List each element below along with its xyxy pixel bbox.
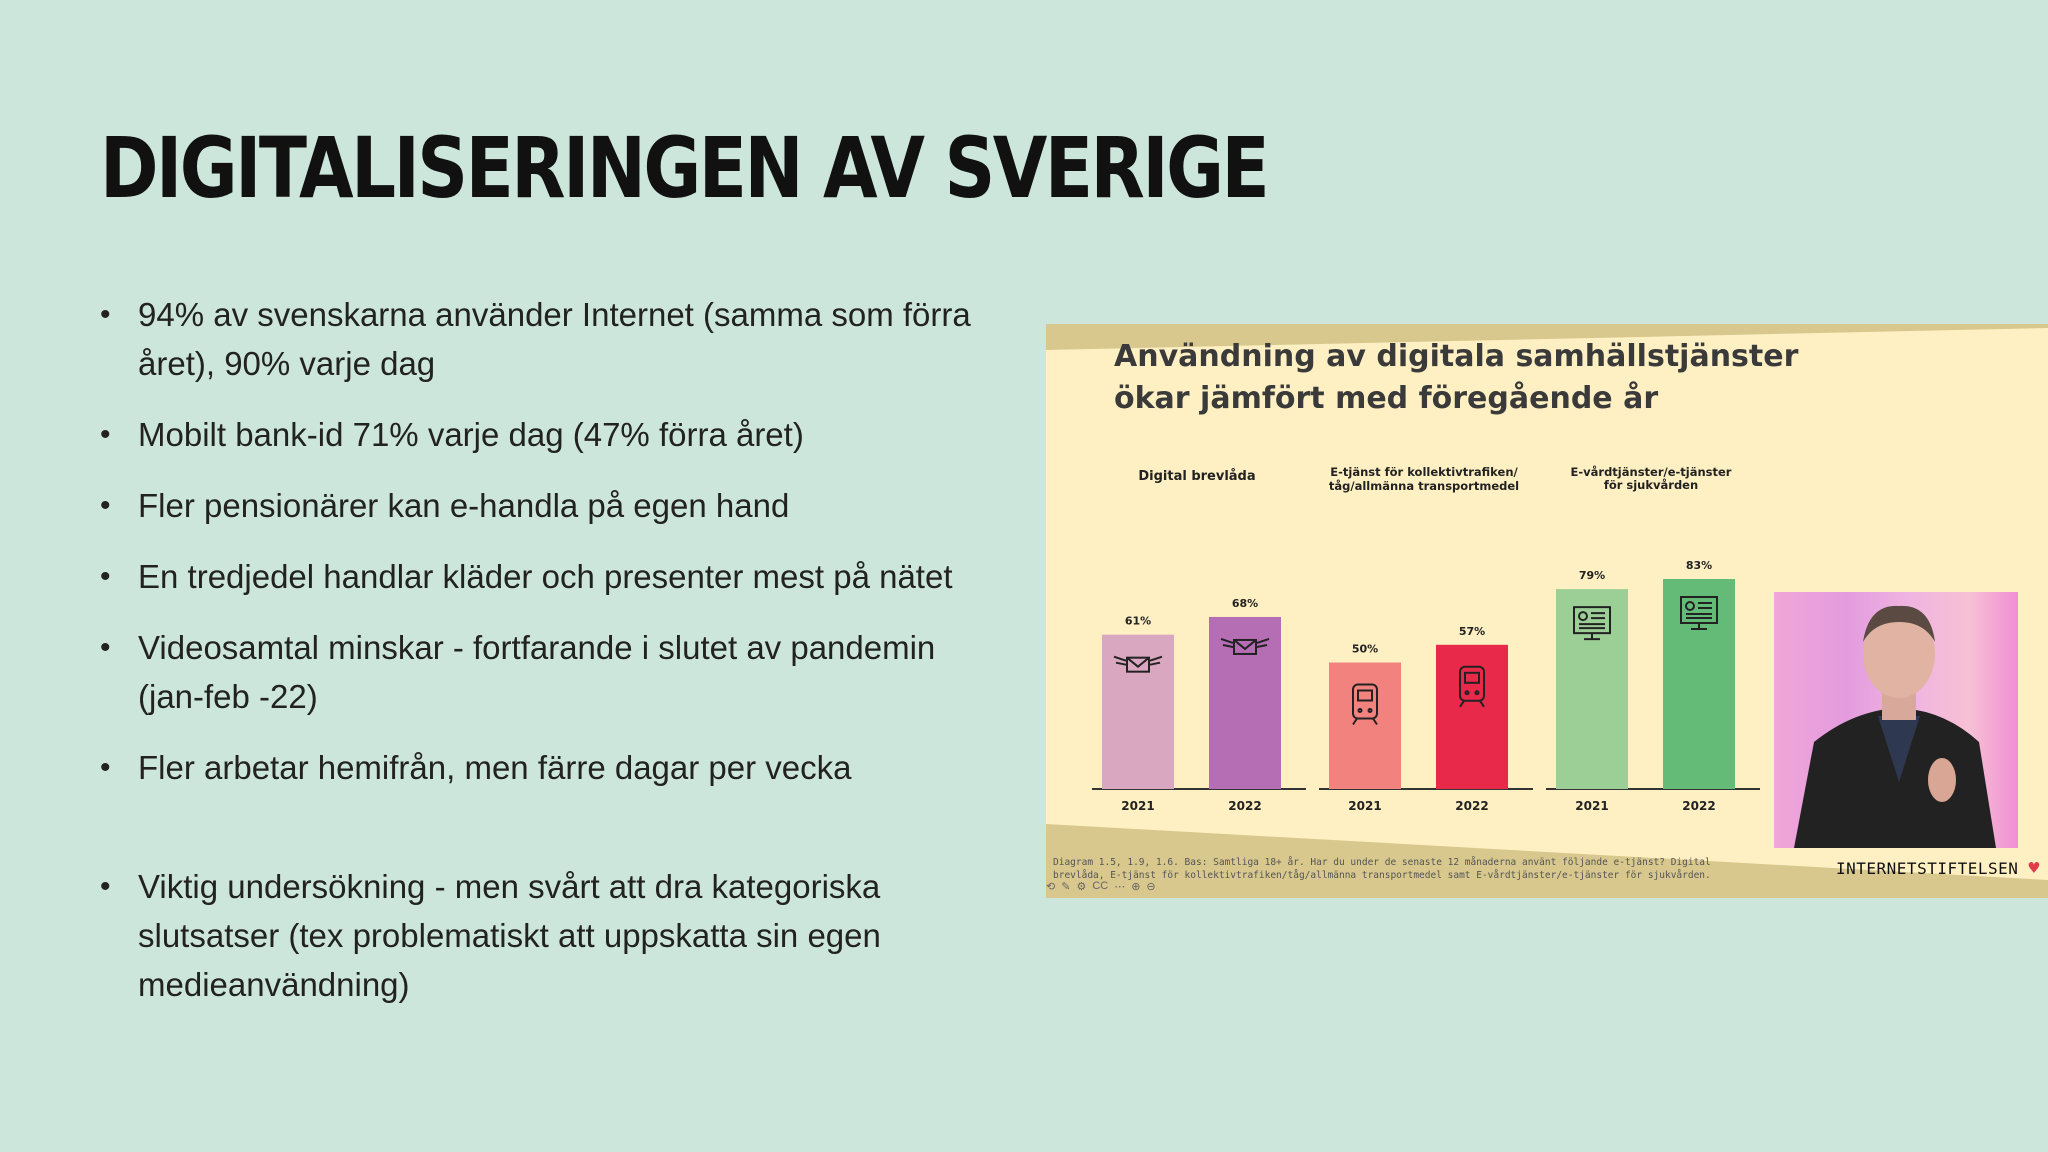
bar xyxy=(1102,634,1174,789)
bar-value-label: 61% xyxy=(1125,615,1151,628)
presenter-video xyxy=(1774,592,2018,848)
group-label: för sjukvården xyxy=(1604,478,1698,492)
zoom-in-icon[interactable]: ⊕ xyxy=(1131,881,1141,893)
brand-name: INTERNETSTIFTELSEN xyxy=(1836,859,2019,878)
train-icon xyxy=(1352,683,1378,726)
bar-value-label: 57% xyxy=(1459,625,1485,638)
year-tick-label: 2021 xyxy=(1575,799,1608,813)
bar-chart: Digital brevlåda 61% 2021 68% 2022 E-tjänst f… xyxy=(1046,465,2048,898)
bar-value-label: 79% xyxy=(1579,569,1605,582)
bar xyxy=(1556,589,1628,789)
train-icon xyxy=(1459,665,1485,708)
group-label: tåg/allmänna transportmedel xyxy=(1329,479,1519,493)
group-label: Digital brevlåda xyxy=(1138,469,1255,484)
bullet-item: Fler arbetar hemifrån, men färre dagar p… xyxy=(100,743,1010,792)
bar xyxy=(1209,616,1281,789)
bullet-item: 94% av svenskarna använder Internet (sam… xyxy=(100,290,1010,388)
year-tick-label: 2022 xyxy=(1455,799,1488,813)
group-label: E-tjänst för kollektivtrafiken/ xyxy=(1330,465,1518,479)
captions-icon[interactable]: CC xyxy=(1092,880,1109,892)
pen-icon[interactable]: ✎ xyxy=(1061,881,1071,893)
bar xyxy=(1436,644,1508,789)
decorative-band-bottom xyxy=(1046,824,2048,898)
group-label: E-vårdtjänster/e-tjänster xyxy=(1571,465,1732,479)
bullet-list: 94% av svenskarna använder Internet (sam… xyxy=(100,290,1010,1031)
year-tick-label: 2021 xyxy=(1348,799,1381,813)
bullet-item: Mobilt bank-id 71% varje dag (47% förra … xyxy=(100,410,1010,459)
bar-value-label: 50% xyxy=(1352,643,1378,656)
year-tick-label: 2022 xyxy=(1682,799,1715,813)
replay-icon[interactable]: ⟲ xyxy=(1046,881,1056,893)
brand-label: INTERNETSTIFTELSEN ♥ xyxy=(1836,858,2040,879)
embedded-video[interactable]: Användning av digitala samhällstjänster … xyxy=(1046,324,2048,898)
bullet-item: En tredjedel handlar kläder och presente… xyxy=(100,552,1010,601)
settings-icon[interactable]: ⚙ xyxy=(1076,881,1087,893)
decorative-band xyxy=(1046,324,2048,350)
bullet-item: Videosamtal minskar - fortfarande i slut… xyxy=(100,623,1010,721)
bar xyxy=(1663,579,1735,789)
medical-monitor-icon xyxy=(1573,606,1611,641)
bar-value-label: 68% xyxy=(1232,597,1258,610)
bullet-item: Viktig undersökning - men svårt att dra … xyxy=(100,862,1010,1009)
chart-footnote: Diagram 1.5, 1.9, 1.6. Bas: Samtliga 18+… xyxy=(1053,857,1711,881)
bar xyxy=(1329,662,1401,789)
heart-icon: ♥ xyxy=(2028,858,2040,879)
zoom-out-icon[interactable]: ⊖ xyxy=(1146,881,1156,893)
bar-value-label: 83% xyxy=(1686,559,1712,572)
video-controls[interactable]: ⟲ ✎ ⚙ CC ⋯ ⊕ ⊖ xyxy=(1046,880,1156,893)
envelope-with-wings-icon xyxy=(1220,638,1270,655)
bullet-item: Fler pensionärer kan e-handla på egen ha… xyxy=(100,481,1010,530)
more-icon[interactable]: ⋯ xyxy=(1114,881,1126,893)
envelope-with-wings-icon xyxy=(1113,655,1163,673)
year-tick-label: 2022 xyxy=(1228,799,1261,813)
year-tick-label: 2021 xyxy=(1121,799,1154,813)
medical-monitor-icon xyxy=(1680,596,1718,631)
slide-title: DIGITALISERINGEN AV SVERIGE xyxy=(100,119,1270,217)
chart-title: Användning av digitala samhällstjänster … xyxy=(1114,339,1799,416)
